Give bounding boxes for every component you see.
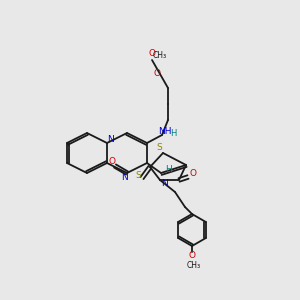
Text: O: O xyxy=(148,49,155,58)
Text: N: N xyxy=(160,178,167,188)
Text: H: H xyxy=(170,128,176,137)
Text: N: N xyxy=(122,173,128,182)
Text: CH₃: CH₃ xyxy=(153,50,167,59)
Text: O: O xyxy=(154,68,160,77)
Text: S: S xyxy=(135,170,141,179)
Text: S: S xyxy=(156,143,162,152)
Text: NH: NH xyxy=(158,128,172,136)
Text: O: O xyxy=(190,169,196,178)
Text: O: O xyxy=(188,251,196,260)
Text: O: O xyxy=(109,158,116,166)
Text: CH₃: CH₃ xyxy=(187,260,201,269)
Text: N: N xyxy=(108,136,114,145)
Text: H: H xyxy=(166,166,172,175)
